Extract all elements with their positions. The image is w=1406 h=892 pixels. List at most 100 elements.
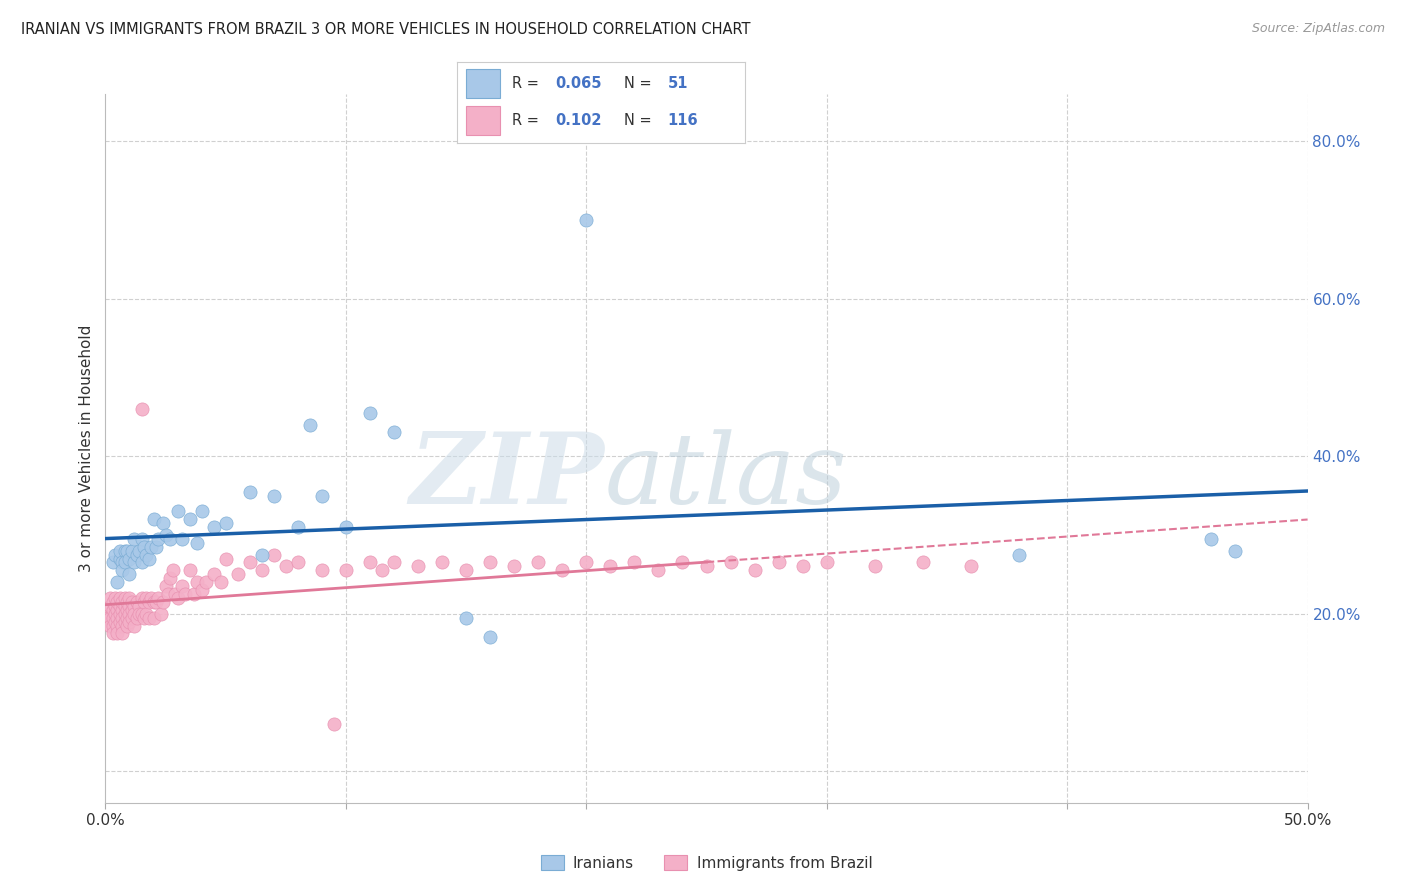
Point [1008,548,1031,562]
Text: 116: 116 [668,112,697,128]
Point [107,610,129,624]
Point [115,610,138,624]
Point [104,591,127,605]
Point [166,591,188,605]
Point [335,563,357,577]
Point [139,591,162,605]
Point [744,563,766,577]
Point [135,548,157,562]
Point [322,717,344,731]
Point [214,516,236,530]
Point [107,575,129,590]
Point [107,603,129,617]
Point [101,603,124,617]
Point [125,595,148,609]
Point [287,520,309,534]
Point [503,559,526,574]
Point [202,567,225,582]
Point [101,556,124,570]
Point [101,610,124,624]
Point [107,595,129,609]
Point [104,615,127,629]
Point [118,591,141,605]
Text: R =: R = [512,112,543,128]
Point [159,571,181,585]
Point [454,610,477,624]
Point [179,512,201,526]
Point [551,563,574,577]
Point [108,551,131,566]
Point [135,607,157,621]
FancyBboxPatch shape [465,69,501,98]
Point [111,556,134,570]
Point [382,556,405,570]
Point [118,567,141,582]
Point [156,587,179,601]
Point [104,607,127,621]
Point [148,591,170,605]
Point [114,607,136,621]
FancyBboxPatch shape [465,106,501,135]
Point [335,520,357,534]
Point [111,603,134,617]
Point [108,599,131,613]
Point [172,579,194,593]
Point [98,599,121,613]
Point [527,556,550,570]
Point [111,610,134,624]
Text: IRANIAN VS IMMIGRANTS FROM BRAZIL 3 OR MORE VEHICLES IN HOUSEHOLD CORRELATION CH: IRANIAN VS IMMIGRANTS FROM BRAZIL 3 OR M… [21,22,751,37]
Point [148,532,170,546]
Point [911,556,934,570]
Point [131,607,153,621]
Point [186,575,208,590]
Point [142,610,165,624]
Point [108,543,131,558]
Point [114,615,136,629]
Point [124,618,146,632]
Point [97,607,120,621]
Point [263,548,285,562]
Point [250,563,273,577]
Text: N =: N = [624,112,657,128]
Point [623,556,645,570]
Point [209,575,232,590]
Point [124,532,146,546]
Point [108,615,131,629]
Text: atlas: atlas [605,429,846,524]
Point [190,504,212,518]
Point [647,563,669,577]
Point [121,603,143,617]
Point [195,575,218,590]
Point [124,607,146,621]
Point [173,587,195,601]
Point [696,559,718,574]
Point [454,563,477,577]
Point [263,489,285,503]
Point [125,610,148,624]
Point [132,595,155,609]
Point [165,587,187,601]
Point [115,595,138,609]
Point [98,618,121,632]
Point [768,556,790,570]
Point [114,543,136,558]
Point [111,563,134,577]
Point [115,618,138,632]
Point [287,556,309,570]
Point [104,599,127,613]
Point [430,556,453,570]
Point [142,595,165,609]
Point [138,610,160,624]
Point [159,532,181,546]
Point [115,603,138,617]
Point [118,615,141,629]
Point [183,587,205,601]
Point [575,556,598,570]
Point [792,559,814,574]
Point [479,556,502,570]
Point [128,599,150,613]
Point [131,556,153,570]
Point [155,528,177,542]
Point [135,591,157,605]
Point [101,626,124,640]
